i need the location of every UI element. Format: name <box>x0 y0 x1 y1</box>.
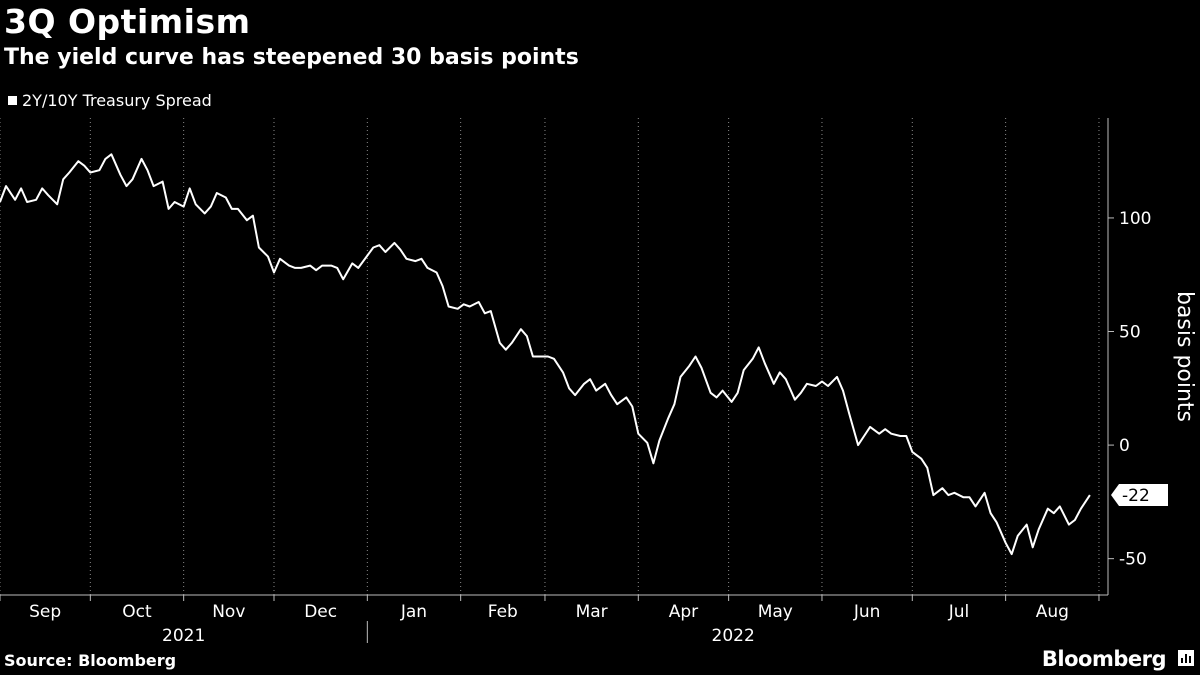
x-tick-label: Dec <box>304 602 337 622</box>
y-tick-label: 100 <box>1119 209 1151 229</box>
series-layer <box>0 153 1091 556</box>
x-tick-label: Apr <box>669 602 698 622</box>
y-tick-label: 0 <box>1119 436 1130 456</box>
x-tick-label: Oct <box>122 602 152 622</box>
x-tick-label: Feb <box>488 602 518 622</box>
x-tick-label: Jan <box>400 602 427 622</box>
axes <box>0 118 1114 643</box>
x-tick-label: Jul <box>948 602 970 622</box>
legend: 2Y/10Y Treasury Spread <box>8 91 212 110</box>
x-tick-label: Nov <box>212 602 245 622</box>
x-tick-label: Aug <box>1036 602 1069 622</box>
chart-title: 3Q Optimism <box>4 2 251 41</box>
last-value-label: -22 <box>1122 486 1150 506</box>
last-value-badge <box>1111 484 1168 507</box>
chart-subtitle: The yield curve has steepened 30 basis p… <box>4 45 579 70</box>
brand-logo: Bloomberg <box>1041 647 1167 671</box>
bloomberg-terminal-icon <box>1178 650 1194 666</box>
y-tick-label: 50 <box>1119 323 1141 343</box>
y-tick-label: -50 <box>1119 550 1147 570</box>
y-axis-title: basis points <box>1172 291 1197 422</box>
x-year-label: 2021 <box>162 626 205 646</box>
series-line <box>0 153 1091 556</box>
source-note: Source: Bloomberg <box>4 651 177 670</box>
axis-labels: Sep Oct Nov Dec Jan Feb Mar Apr May Jun Jul Aug 2021… <box>29 209 1197 646</box>
x-tick-label: May <box>758 602 793 622</box>
legend-label: 2Y/10Y Treasury Spread <box>22 91 212 110</box>
legend-swatch <box>8 96 17 105</box>
x-year-label: 2022 <box>712 626 755 646</box>
x-tick-label: Sep <box>29 602 61 622</box>
x-tick-label: Jun <box>853 602 881 622</box>
x-tick-label: Mar <box>576 602 608 622</box>
